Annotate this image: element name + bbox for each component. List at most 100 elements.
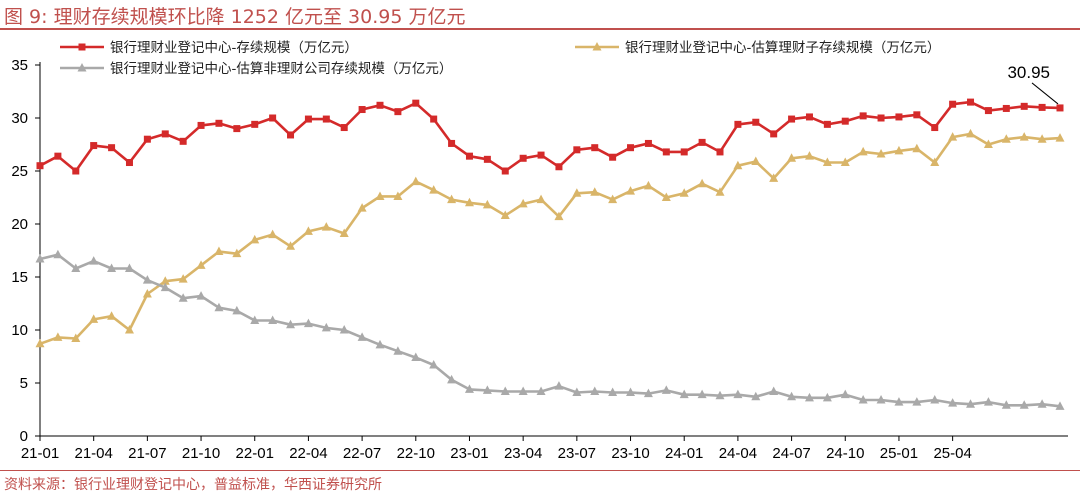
y-tick-label: 5 <box>20 375 28 392</box>
data-point <box>573 146 581 154</box>
source-note: 资料来源：银行业理财登记中心，普益标准，华西证券研究所 <box>4 477 382 493</box>
data-point <box>72 167 80 175</box>
data-point <box>608 387 618 397</box>
data-point <box>822 392 832 402</box>
data-point <box>949 100 957 108</box>
data-point <box>35 253 45 263</box>
data-point <box>967 98 975 106</box>
data-point <box>840 157 850 167</box>
data-point <box>482 385 492 394</box>
data-point <box>304 115 312 123</box>
data-point <box>142 275 152 284</box>
data-point <box>233 125 241 133</box>
data-point <box>54 152 62 160</box>
line-chart: 0 5 10 15 20 25 30 35 21-01 21-04 21-07 21-10 22-01 2… <box>11 40 1068 462</box>
data-point <box>983 139 993 148</box>
data-point <box>609 153 617 161</box>
series-2 <box>35 128 1065 348</box>
data-point <box>303 318 313 328</box>
data-point <box>894 145 904 155</box>
data-point <box>178 293 188 302</box>
data-point <box>125 159 133 167</box>
data-point <box>232 305 242 315</box>
data-point <box>770 130 778 138</box>
legend-item-3: 银行理财业登记中心-估算非理财公司存续规模（万亿元） <box>60 61 452 77</box>
data-point <box>697 178 707 188</box>
data-point <box>661 385 671 394</box>
data-point <box>124 325 134 334</box>
data-point <box>464 197 474 207</box>
data-point <box>679 188 689 197</box>
data-point <box>644 139 652 147</box>
data-point <box>501 167 509 175</box>
data-point <box>197 121 205 129</box>
y-tick-label: 0 <box>20 428 28 445</box>
data-point <box>626 186 636 195</box>
data-point <box>1001 134 1011 143</box>
data-point <box>1055 133 1065 142</box>
data-point <box>394 108 402 116</box>
data-point <box>822 157 832 167</box>
legend-marker <box>77 63 87 72</box>
legend-label: 银行理财业登记中心-存续规模（万亿元） <box>110 40 358 56</box>
data-point <box>215 119 223 127</box>
data-point <box>161 130 169 138</box>
data-point <box>948 398 958 407</box>
data-point <box>590 187 600 196</box>
data-point <box>322 115 330 123</box>
series-line <box>39 132 1061 346</box>
data-point <box>859 112 867 120</box>
data-point <box>518 386 528 395</box>
y-tick-label: 30 <box>11 110 28 127</box>
annotation-label: 30.95 <box>1007 63 1050 82</box>
legend-item-1: 银行理财业登记中心-存续规模（万亿元） <box>60 40 358 56</box>
data-point <box>912 143 922 153</box>
data-point <box>142 288 152 298</box>
data-point <box>643 180 653 190</box>
x-tick-label: 21-10 <box>182 445 220 462</box>
data-point <box>733 389 743 399</box>
legend-label: 银行理财业登记中心-估算理财子存续规模（万亿元） <box>625 40 940 56</box>
data-point <box>339 228 349 238</box>
data-point <box>412 99 420 107</box>
data-point <box>286 319 296 329</box>
data-point <box>160 276 170 285</box>
data-point <box>519 154 527 162</box>
data-point <box>1056 104 1064 112</box>
data-point <box>1038 103 1046 111</box>
x-tick-label: 21-01 <box>21 445 59 462</box>
x-tick-label: 24-04 <box>719 445 757 462</box>
data-point <box>1037 134 1047 143</box>
data-point <box>1019 132 1029 141</box>
data-point <box>913 111 921 119</box>
x-tick-label: 21-07 <box>128 445 166 462</box>
data-point <box>1020 102 1028 110</box>
y-tick-label: 15 <box>11 269 28 286</box>
legend-label: 银行理财业登记中心-估算非理财公司存续规模（万亿元） <box>110 61 452 77</box>
data-point <box>268 229 278 239</box>
figure-title: 图 9: 理财存续规模环比降 1252 亿元至 30.95 万亿元 <box>4 6 466 28</box>
data-point <box>196 260 206 269</box>
data-point <box>787 153 797 162</box>
data-point <box>429 185 439 194</box>
y-tick-label: 25 <box>11 163 28 180</box>
data-point <box>375 339 385 349</box>
x-tick-label: 24-01 <box>665 445 703 462</box>
data-point <box>804 392 814 402</box>
data-point <box>966 128 976 138</box>
data-point <box>375 191 385 200</box>
data-point <box>160 282 170 292</box>
y-tick-label: 20 <box>11 216 28 233</box>
data-point <box>107 311 117 320</box>
data-point <box>769 386 779 395</box>
x-tick-label: 25-04 <box>933 445 971 462</box>
x-tick-label: 22-07 <box>343 445 381 462</box>
data-point <box>71 263 81 273</box>
data-point <box>232 248 242 258</box>
data-point <box>769 173 779 182</box>
data-point <box>214 302 224 312</box>
data-point <box>858 146 868 156</box>
data-point <box>287 131 295 139</box>
data-point <box>1037 399 1047 408</box>
data-point <box>71 333 81 342</box>
